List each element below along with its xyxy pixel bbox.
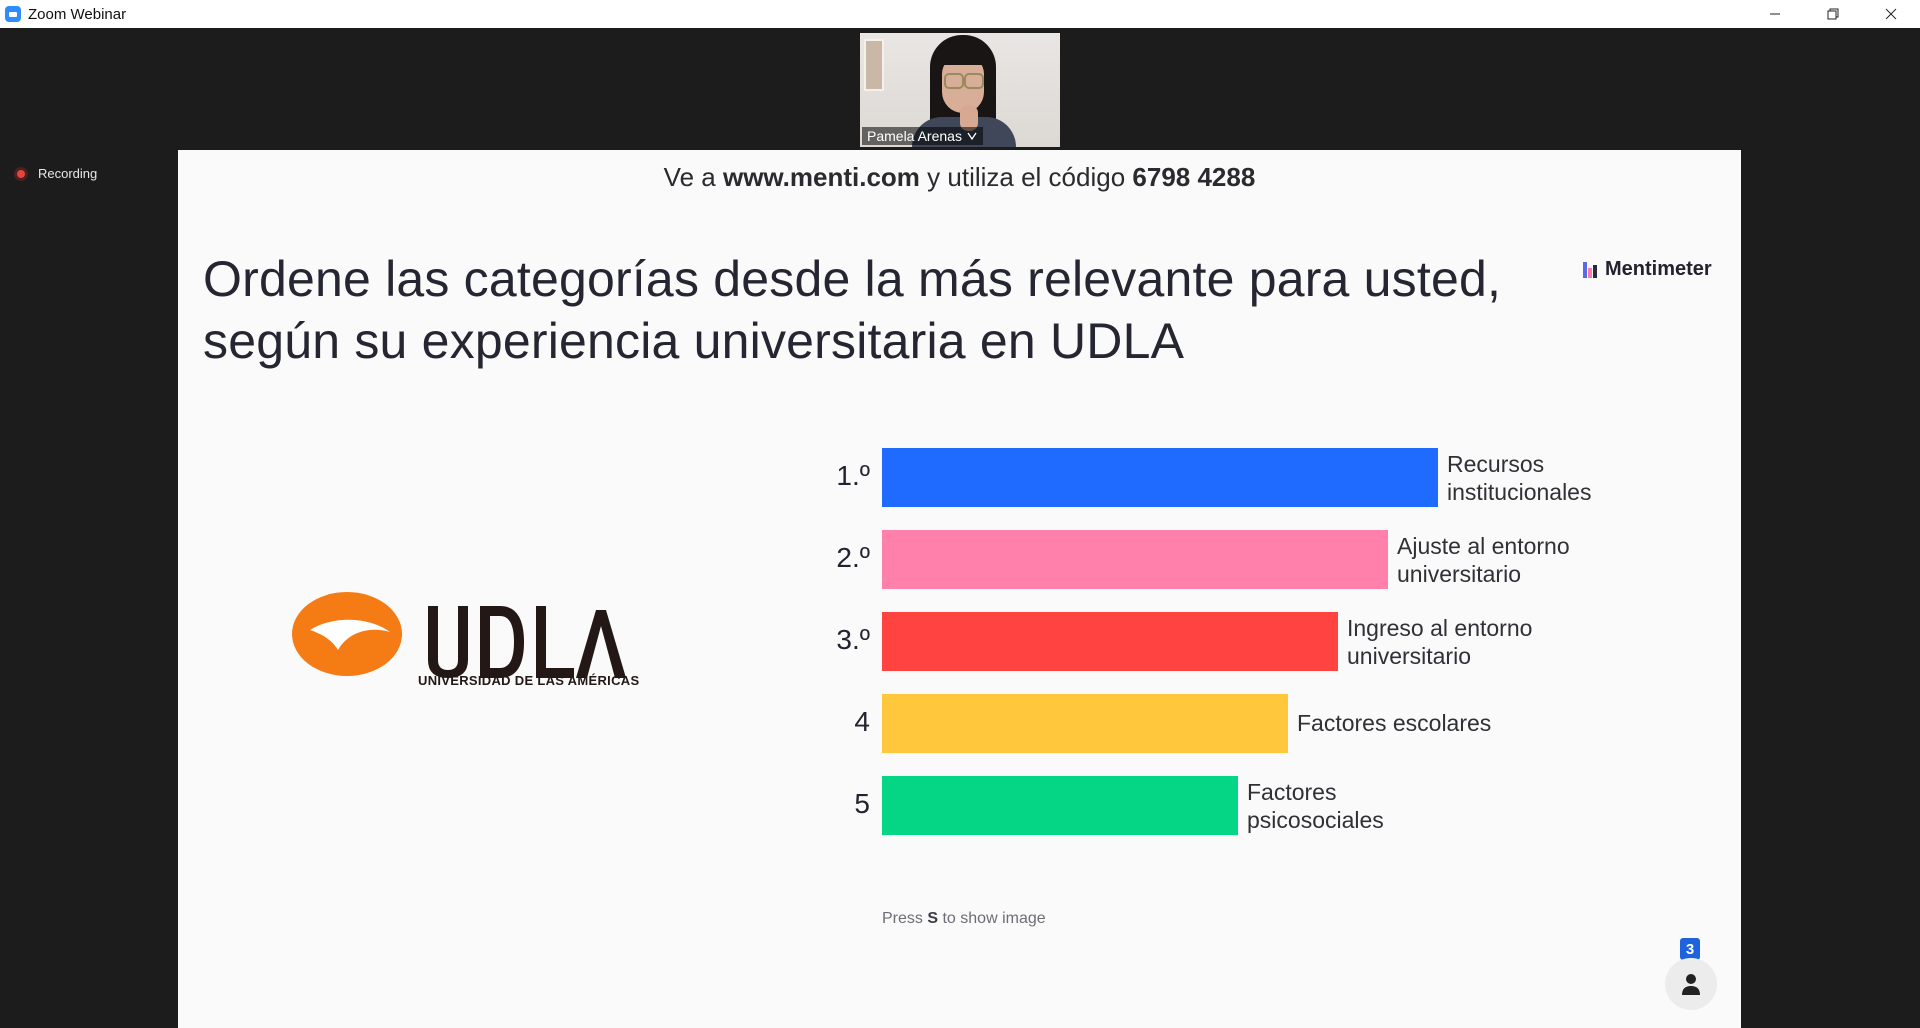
restore-button[interactable] (1804, 0, 1862, 28)
mentimeter-logo-icon (1583, 261, 1599, 278)
join-prefix: Ve a (663, 162, 716, 192)
bar-category-label: Factores psicosociales (1247, 779, 1384, 833)
close-button[interactable] (1862, 0, 1920, 28)
mentimeter-brand: Mentimeter (1583, 258, 1712, 281)
voters-button[interactable] (1665, 958, 1717, 1010)
press-s-hint: Press S to show image (882, 910, 1046, 928)
hint-key: S (927, 910, 939, 927)
rank-label: 5 (854, 788, 870, 819)
participant-name: Pamela Arenas (867, 128, 962, 144)
ranking-bar (882, 612, 1338, 671)
participant-hand (960, 105, 978, 131)
hint-before: Press (882, 910, 923, 927)
udla-wordmark (428, 606, 626, 678)
window-controls (1746, 0, 1920, 28)
ranking-bar (882, 776, 1238, 835)
record-dot-icon (14, 166, 28, 181)
close-icon (1885, 8, 1897, 20)
participant-video[interactable]: Pamela Arenas (860, 33, 1060, 147)
background-picture-frame (864, 39, 884, 91)
ranking-bar (882, 694, 1288, 753)
muted-mic-icon (967, 132, 977, 141)
participant-bangs (936, 39, 990, 65)
recording-label: Recording (38, 166, 98, 181)
voter-count-badge: 3 (1680, 938, 1700, 960)
join-code: 6798 4288 (1132, 162, 1256, 192)
join-instructions: Ve a www.menti.com y utiliza el código 6… (178, 162, 1741, 193)
join-middle: y utiliza el código (927, 162, 1126, 192)
restore-icon (1827, 8, 1839, 20)
bar-category-label: Ingreso al entorno universitario (1347, 615, 1533, 669)
udla-logo-icon (292, 592, 402, 676)
rank-label: 4 (854, 706, 870, 737)
bar-category-label: Ajuste al entorno universitario (1397, 533, 1570, 587)
brand-name: Mentimeter (1605, 258, 1712, 280)
hint-after: to show image (942, 910, 1046, 927)
participant-name-tag: Pamela Arenas (862, 127, 983, 145)
bar-category-label: Recursos institucionales (1447, 451, 1592, 505)
minimize-icon (1770, 13, 1780, 15)
udla-logo-subtitle: UNIVERSIDAD DE LAS AMÉRICAS (418, 673, 640, 688)
rank-label: 2.º (836, 542, 870, 573)
participant-glasses (944, 73, 984, 89)
rank-label: 1.º (836, 460, 870, 491)
question-title: Ordene las categorías desde la más relev… (203, 251, 1502, 369)
bar-category-label: Factores escolares (1297, 710, 1492, 736)
minimize-button[interactable] (1746, 0, 1804, 28)
ranking-bar (882, 448, 1438, 507)
zoom-app-icon (5, 6, 21, 22)
ranking-bar (882, 530, 1388, 589)
window-titlebar: Zoom Webinar (0, 0, 1920, 28)
person-icon (1682, 974, 1700, 995)
join-url: www.menti.com (722, 162, 920, 192)
recording-indicator[interactable]: Recording (14, 166, 97, 181)
shared-presentation-slide: Ve a www.menti.com y utiliza el código 6… (178, 150, 1741, 1028)
rank-label: 3.º (836, 624, 870, 655)
window-title: Zoom Webinar (28, 5, 127, 23)
